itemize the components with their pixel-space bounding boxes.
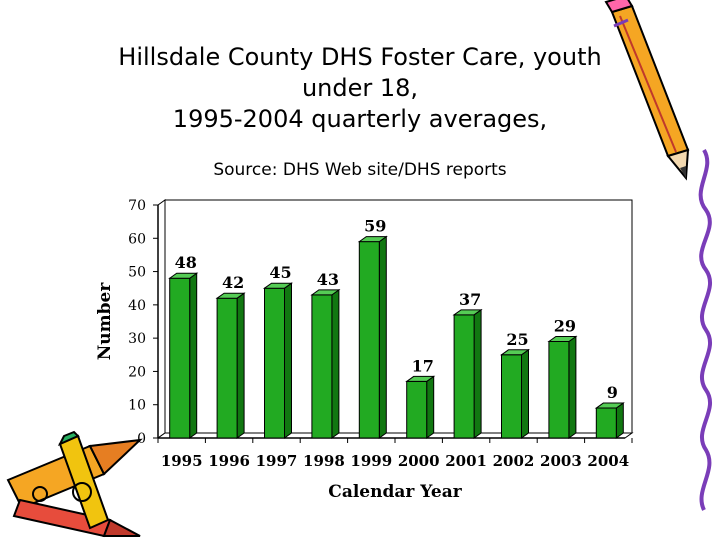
- x-tick-label: 1999: [350, 452, 392, 470]
- data-label: 37: [459, 290, 481, 309]
- chart-title-line-2: under 18,: [301, 74, 419, 102]
- x-tick-label: 2004: [587, 452, 629, 470]
- y-tick-label: 20: [128, 364, 146, 380]
- bar: [264, 287, 285, 439]
- bar-side: [473, 308, 482, 439]
- data-label: 9: [607, 383, 618, 402]
- bar-side: [189, 272, 198, 439]
- y-tick-label: 60: [128, 231, 146, 247]
- x-tick-label: 1997: [256, 452, 298, 470]
- bar-side: [426, 375, 435, 439]
- x-tick-label: 2002: [493, 452, 535, 470]
- bar: [169, 277, 191, 439]
- bar-top: [405, 375, 436, 382]
- data-label: 42: [222, 273, 244, 292]
- bar-side: [568, 335, 577, 439]
- bar-top: [310, 289, 341, 296]
- y-tick-label: 0: [137, 431, 146, 447]
- bar: [548, 340, 570, 439]
- y-tick-label: 70: [128, 198, 146, 214]
- bar: [311, 294, 333, 439]
- bar-top: [452, 309, 483, 316]
- y-axis-title: Number: [95, 282, 115, 361]
- plot-side-wall: [157, 199, 166, 439]
- bar: [358, 241, 380, 439]
- data-label: 25: [506, 330, 528, 349]
- bar-top: [499, 349, 531, 356]
- bar: [453, 314, 475, 439]
- chart-subtitle: Source: DHS Web site/DHS reports: [213, 160, 507, 180]
- bar-side: [284, 282, 292, 439]
- x-tick-label: 1995: [161, 452, 203, 470]
- y-tick-label: 10: [128, 398, 146, 414]
- bar-side: [331, 288, 340, 439]
- bar: [595, 407, 617, 439]
- data-label: 45: [269, 263, 291, 282]
- bar-side: [378, 235, 387, 439]
- x-tick-label: 1998: [303, 452, 345, 470]
- bar: [216, 297, 238, 439]
- bar-side: [236, 292, 245, 439]
- bar-top: [262, 282, 294, 289]
- data-label: 48: [175, 253, 197, 272]
- y-tick-label: 50: [128, 265, 146, 281]
- bar-top: [357, 236, 388, 243]
- y-tick-label: 30: [128, 331, 146, 347]
- data-label: 43: [317, 270, 339, 289]
- bar-side: [521, 348, 529, 439]
- x-tick-label: 1996: [208, 452, 250, 470]
- data-label: 29: [554, 316, 576, 335]
- bar: [406, 380, 428, 439]
- x-axis-title: Calendar Year: [328, 482, 462, 502]
- x-tick-label: 2000: [398, 452, 440, 470]
- bar-top: [594, 402, 625, 409]
- data-label: 17: [412, 356, 434, 375]
- chart-title-line-3: 1995-2004 quarterly averages,: [172, 105, 548, 133]
- chart-title-line-1: Hillsdale County DHS Foster Care, youth: [118, 43, 602, 71]
- data-label: 59: [364, 217, 386, 236]
- x-tick-label: 2003: [540, 452, 582, 470]
- chart-title: Hillsdale County DHS Foster Care, youth …: [60, 42, 660, 135]
- bar-top: [547, 335, 578, 342]
- bar-top: [215, 292, 246, 299]
- bar-side: [615, 402, 624, 439]
- y-tick-label: 40: [128, 298, 146, 314]
- bar: [501, 354, 522, 439]
- bar-top: [168, 272, 199, 279]
- x-tick-label: 2001: [445, 452, 487, 470]
